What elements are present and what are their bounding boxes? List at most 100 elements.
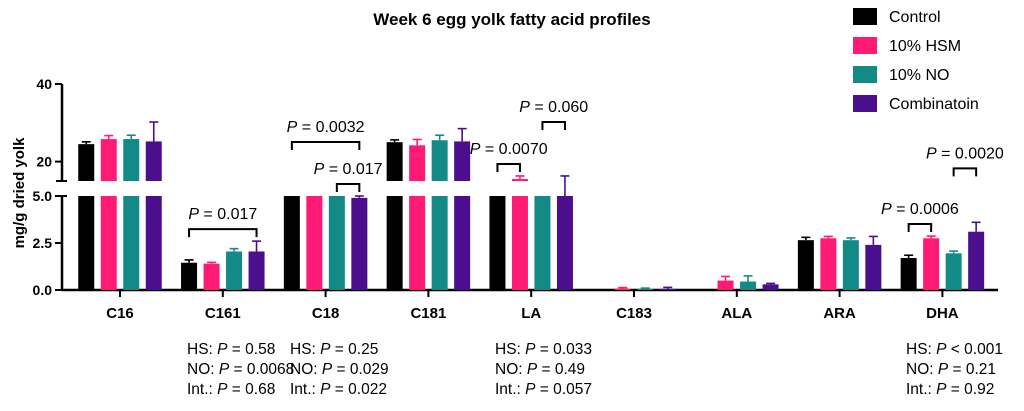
x-tick-label: ARA <box>823 305 856 322</box>
bar <box>409 145 426 181</box>
significance-bracket <box>188 228 258 238</box>
stats-block: HS: P = 0.25 NO: P = 0.029 Int.: P = 0.022 <box>290 340 389 400</box>
stats-line: Int.: P = 0.68 <box>187 381 276 398</box>
bar <box>226 251 243 290</box>
x-tick-label: C18 <box>312 305 340 322</box>
bar <box>865 244 882 290</box>
bar <box>386 142 403 181</box>
bar <box>556 196 573 290</box>
legend-swatch <box>853 95 877 112</box>
bar <box>283 196 300 290</box>
y-tick-label: 2.5 <box>33 235 53 251</box>
x-tick-label: C161 <box>205 305 241 322</box>
bar <box>78 144 95 181</box>
bar <box>454 196 471 290</box>
legend-swatch <box>853 66 877 83</box>
stats-line: HS: P = 0.25 <box>290 341 379 358</box>
bar <box>820 238 837 290</box>
bar <box>386 196 403 290</box>
bar <box>695 289 712 290</box>
x-tick-label: C181 <box>410 305 446 322</box>
x-tick-label: DHA <box>926 305 959 322</box>
bar <box>203 263 220 290</box>
bar <box>511 196 528 290</box>
bar <box>100 139 117 181</box>
bar <box>145 141 162 181</box>
bar <box>145 196 162 290</box>
p-value-label: P = 0.060 <box>519 99 588 116</box>
bar <box>431 196 448 290</box>
significance-bracket <box>907 223 933 233</box>
p-value-label: P = 0.0070 <box>470 141 548 158</box>
bar <box>248 251 265 290</box>
x-tick-label: LA <box>521 305 541 322</box>
bar <box>123 196 140 290</box>
legend-swatch <box>853 8 877 25</box>
bar <box>592 289 609 290</box>
y-tick-label: 0.0 <box>33 282 53 298</box>
chart-title: Week 6 egg yolk fatty acid profiles <box>373 10 650 29</box>
y-tick-label: 5.0 <box>33 188 53 204</box>
bar <box>78 196 95 290</box>
legend-label: 10% NO <box>889 67 949 84</box>
stats-block: HS: P = 0.58 NO: P = 0.0068 Int.: P = 0.68 <box>187 340 294 400</box>
p-value-label: P = 0.017 <box>314 161 383 178</box>
x-tick-label: C183 <box>616 305 652 322</box>
x-tick-label: C16 <box>106 305 134 322</box>
legend-label: 10% HSM <box>889 38 961 55</box>
bar <box>842 240 859 290</box>
bar <box>637 289 654 290</box>
bar <box>431 140 448 181</box>
stats-line: HS: P < 0.001 <box>906 341 1003 358</box>
bar <box>306 196 323 290</box>
bar <box>123 139 140 181</box>
p-value-label: P = 0.0006 <box>881 201 959 218</box>
bar <box>797 240 814 290</box>
y-tick-label: 40 <box>36 76 52 92</box>
bar <box>923 238 940 290</box>
x-tick-label: ALA <box>721 305 752 322</box>
bar <box>351 197 368 290</box>
bar <box>489 196 506 290</box>
bar <box>740 281 757 290</box>
bar <box>614 288 631 290</box>
y-tick-label: 20 <box>36 154 52 170</box>
significance-bracket <box>335 183 361 192</box>
legend-label: Control <box>889 9 941 26</box>
significance-bracket <box>541 120 566 130</box>
bar <box>717 280 734 290</box>
p-value-label: P = 0.0032 <box>287 119 365 136</box>
bar <box>534 196 551 290</box>
significance-bracket <box>952 167 978 177</box>
bar <box>762 284 779 290</box>
stats-block: HS: P < 0.001 NO: P = 0.21 Int.: P = 0.92 <box>906 340 1003 400</box>
significance-bracket <box>290 141 361 150</box>
bar <box>328 196 345 290</box>
bar <box>945 253 962 290</box>
stats-line: NO: P = 0.029 <box>290 361 389 378</box>
bar <box>100 196 117 290</box>
bar <box>181 262 198 290</box>
legend-swatch <box>853 37 877 54</box>
stats-line: HS: P = 0.033 <box>495 341 592 358</box>
stats-line: Int.: P = 0.92 <box>906 381 995 398</box>
significance-bracket <box>496 162 521 172</box>
stats-line: NO: P = 0.0068 <box>187 361 295 378</box>
legend-label: Combinatoin <box>889 96 979 113</box>
stats-line: NO: P = 0.49 <box>495 361 586 378</box>
bar <box>409 196 426 290</box>
p-value-label: P = 0.017 <box>188 206 257 223</box>
stats-line: Int.: P = 0.022 <box>290 381 387 398</box>
bar <box>454 141 471 181</box>
stats-line: Int.: P = 0.057 <box>495 381 592 398</box>
y-axis-label: mg/g dried yolk <box>11 137 28 249</box>
bar <box>659 288 676 290</box>
stats-line: NO: P = 0.21 <box>906 361 997 378</box>
p-value-label: P = 0.0020 <box>926 145 1004 162</box>
bar <box>511 179 528 181</box>
stats-line: HS: P = 0.58 <box>187 341 276 358</box>
bar <box>900 258 917 290</box>
bar <box>968 231 985 290</box>
stats-block: HS: P = 0.033 NO: P = 0.49 Int.: P = 0.057 <box>495 340 592 400</box>
